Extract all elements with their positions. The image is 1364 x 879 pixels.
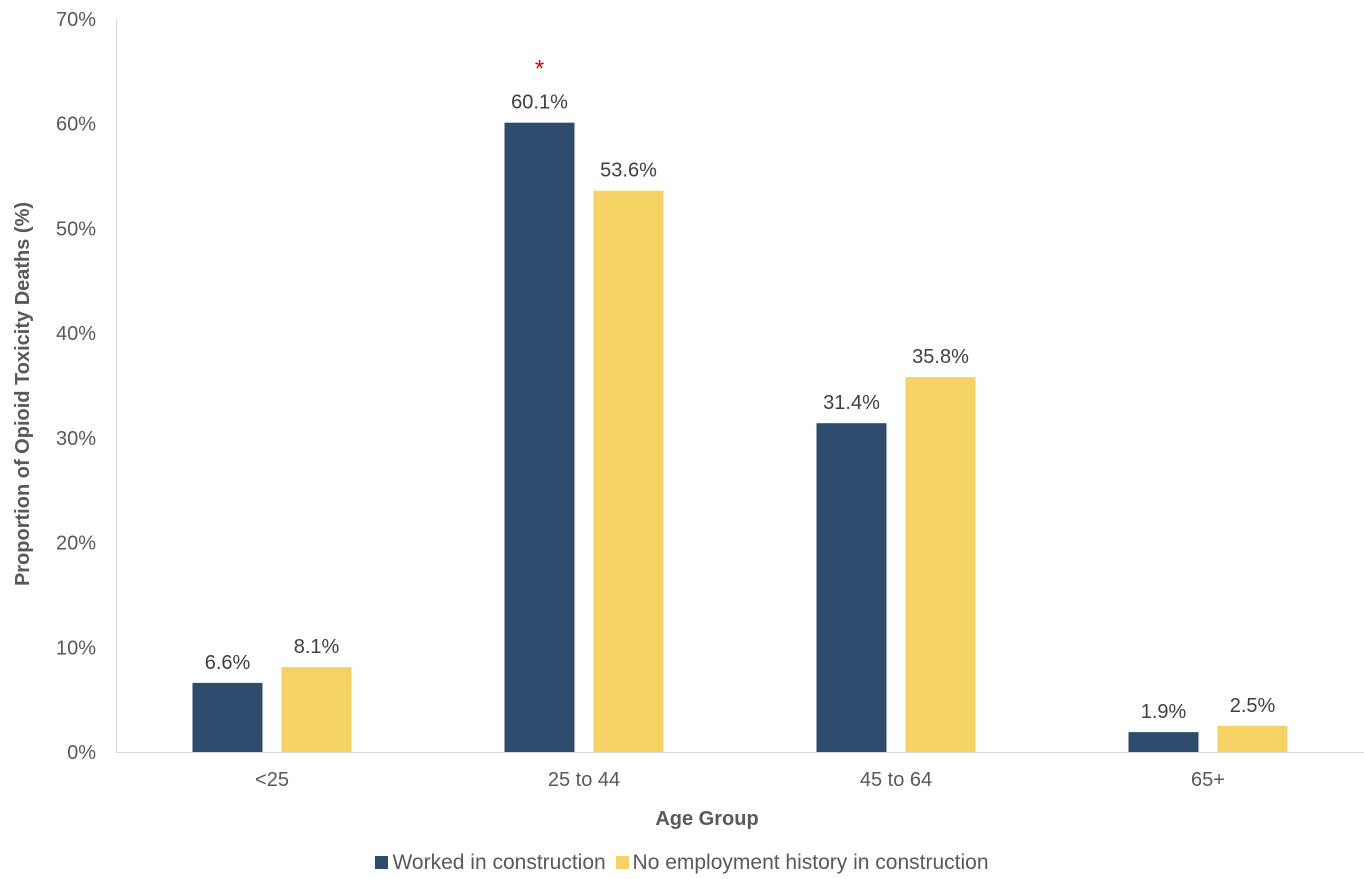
bars bbox=[192, 122, 1288, 753]
legend-label-worked: Worked in construction bbox=[392, 851, 606, 874]
data-label: 53.6% bbox=[600, 160, 657, 182]
x-axis-title: Age Group bbox=[655, 808, 758, 830]
bar-no-employment-history-in-construction-25-to-44 bbox=[593, 190, 664, 752]
y-axis: 0% 10% 20% 30% 40% 50% 60% 70% bbox=[56, 9, 96, 764]
data-label: 2.5% bbox=[1230, 695, 1276, 717]
x-axis: <25 25 to 44 45 to 64 65+ bbox=[255, 769, 1225, 791]
data-label: 60.1% bbox=[511, 92, 568, 114]
bar-worked-in-construction-25-to-44 bbox=[504, 122, 575, 753]
bar-worked-in-construction-25 bbox=[192, 682, 263, 752]
y-tick-label: 70% bbox=[56, 9, 96, 31]
data-label: 35.8% bbox=[912, 346, 969, 368]
legend-item-worked: Worked in construction bbox=[375, 851, 606, 875]
bar-worked-in-construction-45-to-64 bbox=[816, 423, 887, 752]
y-tick-label: 0% bbox=[67, 742, 96, 764]
legend: Worked in construction No employment his… bbox=[0, 851, 1364, 875]
x-tick-label: <25 bbox=[255, 769, 289, 791]
significance-asterisk: * bbox=[535, 56, 544, 83]
legend-swatch-worked bbox=[375, 856, 389, 869]
y-tick-label: 40% bbox=[56, 323, 96, 345]
legend-label-no-history: No employment history in construction bbox=[632, 851, 989, 874]
data-label: 31.4% bbox=[823, 392, 880, 414]
bar-no-employment-history-in-construction-45-to-64 bbox=[905, 377, 976, 752]
data-label: 8.1% bbox=[294, 636, 340, 658]
bar-no-employment-history-in-construction-65 bbox=[1217, 725, 1288, 752]
data-labels: 6.6% 60.1% 31.4% 1.9% 8.1% 53.6% 35.8% 2.5% bbox=[205, 92, 1276, 723]
x-tick-label: 65+ bbox=[1191, 769, 1225, 791]
axes bbox=[116, 19, 1364, 753]
data-label: 1.9% bbox=[1141, 701, 1187, 723]
y-axis-title: Proportion of Opioid Toxicity Deaths (%) bbox=[12, 202, 34, 586]
x-tick-label: 25 to 44 bbox=[548, 769, 620, 791]
bar-worked-in-construction-65 bbox=[1128, 732, 1199, 752]
y-tick-label: 60% bbox=[56, 114, 96, 136]
y-tick-label: 20% bbox=[56, 533, 96, 555]
bar-no-employment-history-in-construction-25 bbox=[281, 667, 352, 752]
legend-item-no-history: No employment history in construction bbox=[615, 851, 989, 875]
data-label: 6.6% bbox=[205, 652, 251, 674]
y-tick-label: 50% bbox=[56, 218, 96, 240]
y-tick-label: 30% bbox=[56, 428, 96, 450]
x-tick-label: 45 to 64 bbox=[860, 769, 932, 791]
legend-swatch-no-history bbox=[615, 856, 629, 869]
y-tick-label: 10% bbox=[56, 637, 96, 659]
